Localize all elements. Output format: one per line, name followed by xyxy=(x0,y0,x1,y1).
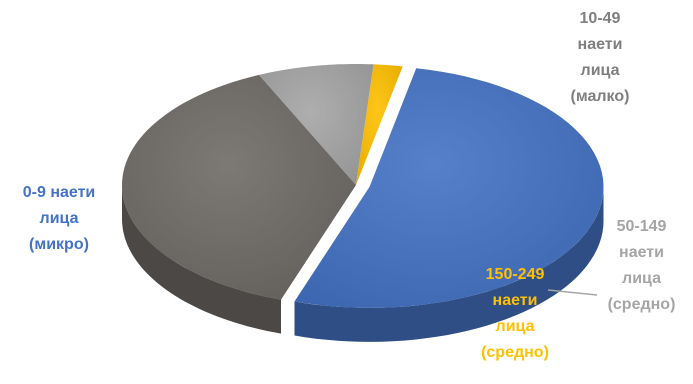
slice-label-medium-150-249-line-1: 150-249 xyxy=(485,266,545,283)
slice-side-small xyxy=(122,185,281,334)
slice-label-small-line-3: лица xyxy=(580,62,620,79)
slice-shading-small xyxy=(122,74,356,300)
slice-label-small-line-1: 10-49 xyxy=(579,10,621,27)
leader-line xyxy=(547,289,598,296)
slice-shading-micro xyxy=(294,68,604,308)
slice-label-medium-150-249-line-4: (средно) xyxy=(481,344,549,361)
slice-label-micro: 0-9 наети лица (микро) xyxy=(0,180,118,258)
slice-label-medium-150-249-line-3: лица xyxy=(495,318,535,335)
slice-label-medium-150-249: 150-249 наети лица (средно) xyxy=(460,262,570,366)
slice-label-medium-150-249-line-2: наети xyxy=(492,292,538,309)
slice-label-micro-line-1: 0-9 наети xyxy=(22,184,96,201)
slice-shading-medium-150-249 xyxy=(356,64,403,185)
slice-side-micro xyxy=(294,186,604,342)
slice-shading-medium-50-149 xyxy=(259,64,374,185)
slice-label-small-line-2: наети xyxy=(577,36,623,53)
slice-label-medium-50-149-line-2: наети xyxy=(619,244,664,261)
slice-label-medium-50-149-line-1: 50-149 xyxy=(616,218,667,235)
slice-label-micro-line-2: лица xyxy=(39,210,79,227)
slice-label-medium-50-149-line-4: (средно) xyxy=(607,296,676,313)
slice-label-medium-50-149: 50-149 наети лица (средно) xyxy=(590,214,693,318)
slice-label-medium-50-149-line-3: лица xyxy=(622,270,661,287)
slice-label-small-line-4: (малко) xyxy=(570,88,630,105)
slice-label-small: 10-49 наети лица (малко) xyxy=(540,6,660,110)
slice-label-micro-line-3: (микро) xyxy=(29,236,89,253)
